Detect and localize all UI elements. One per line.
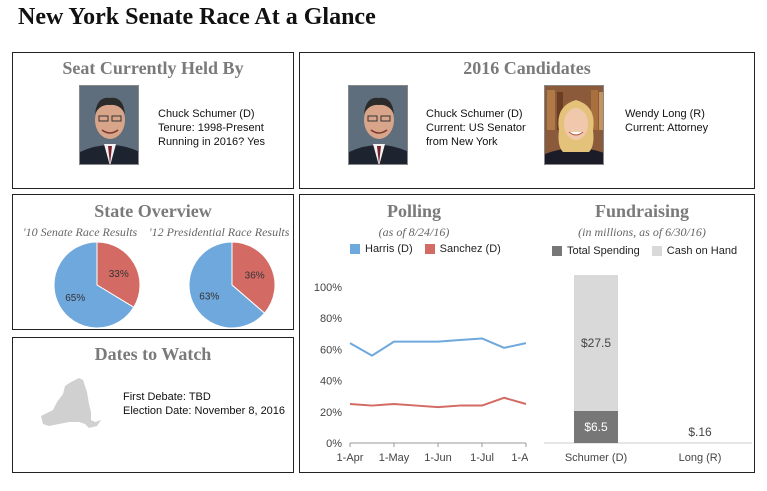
pie1-slice-dem — [53, 241, 135, 329]
legend-cash-on-hand-label: Cash on Hand — [666, 245, 738, 257]
schumer-photo — [79, 85, 139, 165]
candidate-long-photo — [544, 85, 604, 165]
poll-y-tick: 0% — [326, 438, 342, 450]
state-overview-pies: 33% 65% 36% 63% — [53, 241, 276, 329]
new-york-state-icon — [41, 378, 101, 428]
fund-category-label: Long (R) — [679, 452, 722, 464]
pie1-label-dem: 65% — [65, 293, 85, 304]
legend-harris-swatch — [350, 244, 360, 254]
sanchez-line — [349, 396, 527, 409]
seat-holder-tenure: Tenure: 1998-Present — [158, 122, 264, 134]
poll-x-tick: 1-Apr — [337, 452, 364, 464]
page-title: New York Senate Race At a Glance — [18, 4, 376, 30]
dates-panel: Dates to Watch First Debate: TBD Electio… — [12, 337, 294, 473]
fundraising-title: Fundraising — [594, 201, 690, 221]
poll-x-tick: 1-Jul — [470, 452, 494, 464]
poll-y-tick: 40% — [320, 376, 342, 388]
fund-label-schumer-spending: $6.5 — [584, 420, 608, 434]
state-overview-panel: State Overview '10 Senate Race Results '… — [12, 194, 294, 330]
legend-cash-on-hand: Cash on Hand — [651, 245, 738, 257]
fundraising-chart: $6.5 $27.5 Schumer (D) $.16 Long (R) — [544, 275, 752, 464]
poll-y-tick: 100% — [314, 282, 342, 294]
legend-total-spending: Total Spending — [552, 245, 640, 257]
candidate-schumer-line1: Current: US Senator — [426, 122, 526, 134]
fund-bar-schumer-spending — [574, 410, 618, 443]
pie1-label-rep: 33% — [109, 269, 129, 280]
state-overview-title: State Overview — [94, 201, 212, 221]
legend-sanchez-swatch — [424, 244, 435, 254]
polling-chart: 0% 20% 40% 60% 80% 100% 1-Apr 1-May 1-Jun 1-Jul 1-… — [314, 282, 528, 464]
fundraising-subtitle: (in millions, as of 6/30/16) — [578, 225, 706, 239]
first-debate-text: First Debate: TBD — [123, 391, 211, 403]
poll-x-tick: 1-Aug — [511, 452, 528, 464]
polling-fundraising-panel: Polling (as of 8/24/16) Harris (D) Sanch… — [299, 194, 755, 473]
legend-harris-label: Harris (D) — [365, 243, 413, 255]
fund-category-label: Schumer (D) — [565, 452, 627, 464]
legend-sanchez: Sanchez (D) — [424, 243, 501, 255]
legend-total-spending-label: Total Spending — [567, 245, 640, 257]
pie2-slice-rep — [231, 241, 276, 314]
fund-label-long-cash: $.16 — [688, 425, 712, 439]
polling-legend: Harris (D) Sanchez (D) — [350, 243, 513, 255]
pie2-slice-dem — [188, 241, 266, 329]
legend-cash-on-hand-swatch — [651, 246, 662, 256]
senate-results-subtitle: '10 Senate Race Results — [23, 225, 138, 239]
dates-title: Dates to Watch — [94, 344, 212, 364]
fund-bar-schumer-cash — [574, 275, 618, 411]
fund-bar-long-cash — [678, 442, 722, 444]
candidates-panel: 2016 Candidates Chuck Schumer (D) Curren… — [299, 52, 755, 189]
candidate-schumer-photo — [348, 85, 408, 165]
legend-total-spending-swatch — [552, 246, 562, 256]
poll-x-tick: 1-May — [379, 452, 410, 464]
polling-subtitle: (as of 8/24/16) — [378, 225, 450, 239]
poll-y-tick: 60% — [320, 344, 342, 356]
poll-y-tick: 80% — [320, 313, 342, 325]
pie2-label-dem: 63% — [199, 291, 219, 302]
harris-line — [349, 337, 527, 357]
election-date-text: Election Date: November 8, 2016 — [123, 405, 286, 417]
candidate-long-line1: Current: Attorney — [625, 122, 709, 134]
seat-held-title: Seat Currently Held By — [62, 58, 244, 78]
candidate-schumer-name: Chuck Schumer (D) — [426, 108, 523, 120]
presidential-results-subtitle: '12 Presidential Race Results — [149, 225, 290, 239]
seat-held-panel: Seat Currently Held By Chuck Schumer (D)… — [12, 52, 294, 189]
candidates-title: 2016 Candidates — [463, 58, 591, 78]
candidate-long-name: Wendy Long (R) — [625, 108, 705, 120]
seat-holder-running: Running in 2016? Yes — [158, 136, 266, 148]
fund-label-schumer-cash: $27.5 — [581, 336, 611, 350]
polling-title: Polling — [386, 201, 441, 221]
seat-holder-name: Chuck Schumer (D) — [158, 108, 255, 120]
candidate-schumer-line2: from New York — [426, 136, 498, 148]
poll-x-tick: 1-Jun — [424, 452, 452, 464]
pie2-label-rep: 36% — [245, 271, 265, 282]
fundraising-legend: Total Spending Cash on Hand — [552, 245, 749, 257]
poll-y-tick: 20% — [320, 407, 342, 419]
legend-harris: Harris (D) — [350, 243, 413, 255]
legend-sanchez-label: Sanchez (D) — [439, 243, 501, 255]
